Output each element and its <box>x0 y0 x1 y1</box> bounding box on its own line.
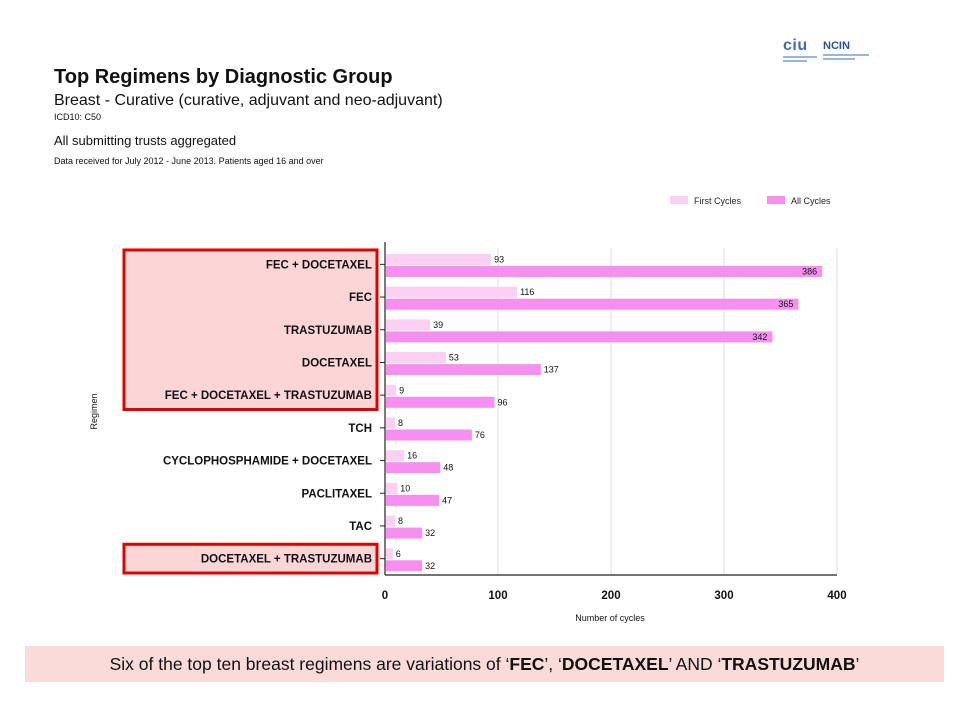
bar-all-cycles <box>386 298 799 310</box>
highlight-box-1 <box>122 542 379 575</box>
bar-all-cycles <box>386 396 495 408</box>
data-label: 8 <box>398 516 403 526</box>
bar-all-cycles <box>386 429 472 441</box>
data-label: 10 <box>400 483 410 493</box>
bar-first-cycles <box>386 515 396 527</box>
x-axis-title: Number of cycles <box>575 613 645 623</box>
data-label: 365 <box>778 299 793 309</box>
data-label: 342 <box>752 332 767 342</box>
category-label: DOCETAXEL <box>302 357 372 369</box>
caption-term-docetaxel: DOCETAXEL <box>561 653 669 674</box>
ncin-logo-mark: NCIN <box>823 40 850 52</box>
bar-all-cycles <box>386 266 823 277</box>
bar-first-cycles <box>386 417 396 429</box>
bar-all-cycles <box>386 462 441 474</box>
data-label: 9 <box>399 385 404 395</box>
caption-separator: ’ AND ‘ <box>668 653 722 674</box>
data-label: 116 <box>520 287 534 297</box>
x-tick-label: 0 <box>382 590 388 602</box>
x-tick-label: 300 <box>714 590 733 602</box>
ncin-logo-fineprint <box>823 58 856 60</box>
data-label: 53 <box>449 353 459 363</box>
data-label: 76 <box>475 430 485 440</box>
category-label: PACLITAXEL <box>302 488 373 500</box>
category-label: FEC + DOCETAXEL + TRASTUZUMAB <box>165 390 372 402</box>
data-label: 6 <box>396 549 401 559</box>
bar-first-cycles <box>386 482 398 494</box>
legend-label: All Cycles <box>791 196 831 206</box>
data-label: 48 <box>443 463 453 473</box>
bar-all-cycles <box>386 331 773 343</box>
legend-label: First Cycles <box>694 196 741 206</box>
icd-code: ICD10: C50 <box>54 112 102 122</box>
bar-first-cycles <box>386 450 405 462</box>
category-label: TCH <box>348 423 372 435</box>
bar-first-cycles <box>386 254 492 265</box>
legend-swatch-all-cycles <box>767 196 785 204</box>
data-label: 386 <box>802 267 817 277</box>
y-axis-title: Regimen <box>89 393 99 429</box>
bar-first-cycles <box>386 548 393 560</box>
bar-all-cycles <box>386 364 541 376</box>
data-label: 93 <box>494 255 504 265</box>
category-label: TRASTUZUMAB <box>284 325 372 337</box>
regimen-bar-chart: 0 100 200 300 400 Number of cycles Regimen FEC … <box>89 196 847 623</box>
bar-all-cycles <box>386 494 440 506</box>
x-tick-label: 200 <box>601 590 620 602</box>
category-label: FEC <box>349 292 372 304</box>
period-note: Data received for July 2012 - June 2013.… <box>54 156 324 166</box>
bar-all-cycles <box>386 527 423 539</box>
x-tick-label: 100 <box>488 590 507 602</box>
caption-term-trastuzumab: TRASTUZUMAB <box>721 653 856 674</box>
data-label: 32 <box>425 561 435 571</box>
page-title: Top Regimens by Diagnostic Group <box>54 66 393 88</box>
bar-all-cycles <box>386 560 423 572</box>
data-label: 8 <box>398 418 403 428</box>
category-label: TAC <box>349 521 372 533</box>
highlight-box-0 <box>122 248 379 411</box>
data-label: 39 <box>433 320 443 330</box>
data-label: 137 <box>544 365 559 375</box>
data-label: 47 <box>442 495 452 505</box>
caption-text-end: ’ <box>855 653 860 674</box>
ciu-logo-fineprint <box>783 56 817 58</box>
ncin-logo-fineprint <box>823 54 869 56</box>
ciu-logo-fineprint <box>783 60 807 62</box>
caption-text-start: Six of the top ten breast regimens are v… <box>109 653 510 674</box>
legend-swatch-first-cycles <box>670 196 688 204</box>
data-label: 16 <box>407 451 417 461</box>
ciu-logo-mark: ciu <box>783 37 808 54</box>
x-tick-label: 400 <box>827 590 846 602</box>
trusts-note: All submitting trusts aggregated <box>54 133 237 148</box>
category-label: DOCETAXEL + TRASTUZUMAB <box>201 554 372 566</box>
bar-first-cycles <box>386 384 397 396</box>
caption-separator: ’, ‘ <box>544 653 562 674</box>
page-subtitle: Breast - Curative (curative, adjuvant an… <box>54 92 443 109</box>
bar-first-cycles <box>386 352 446 364</box>
bar-first-cycles <box>386 319 431 331</box>
data-label: 96 <box>497 397 507 407</box>
ncin-logo: NCIN <box>823 40 869 60</box>
caption-banner: Six of the top ten breast regimens are v… <box>25 646 944 682</box>
data-label: 32 <box>425 528 435 538</box>
category-label: FEC + DOCETAXEL <box>266 259 372 271</box>
category-label: CYCLOPHOSPHAMIDE + DOCETAXEL <box>163 456 372 468</box>
bar-first-cycles <box>386 286 518 298</box>
caption-term-fec: FEC <box>509 653 545 674</box>
ciu-logo: ciu <box>783 38 817 62</box>
